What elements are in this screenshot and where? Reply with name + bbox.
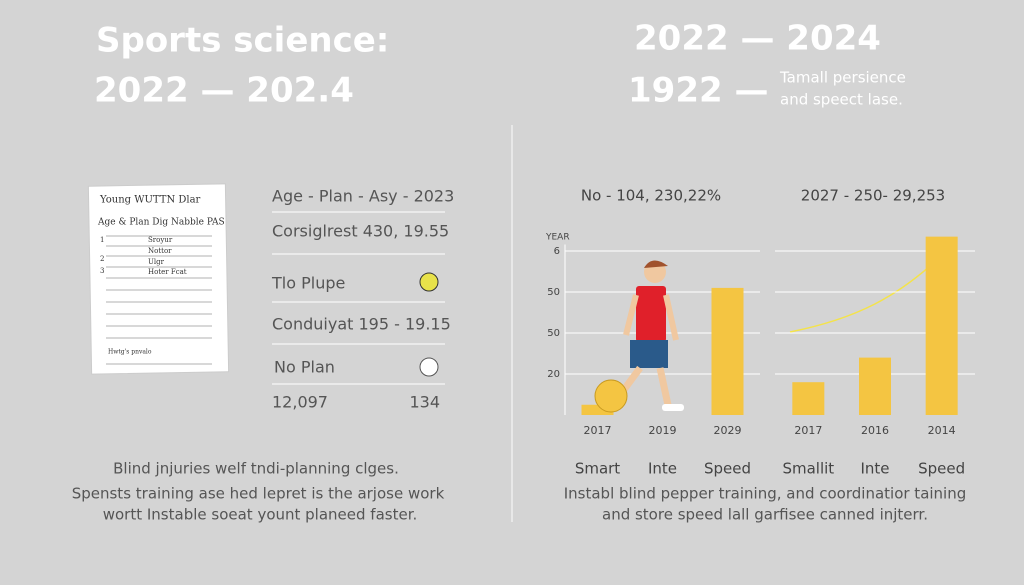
right-subtitle: 1922 — [628,71,768,111]
footer-text: wortt Instable soeat yount planeed faste… [103,506,418,524]
category-label: Inte [648,460,677,478]
ball-icon [419,357,439,377]
x-tick-label: 2019 [649,424,677,437]
note-num: 3 [100,267,104,275]
subtitle: 2022 — 202.4 [94,71,354,111]
footer-text: Spensts training ase hed lepret is the a… [72,485,445,503]
chart-title: 2027 - 250- 29,253 [801,187,945,205]
player-illustration [594,260,684,413]
right-note: and speect lase. [780,91,903,109]
category-label: Smart [575,460,620,478]
x-tick-label: 2017 [794,424,822,437]
bar [792,382,825,415]
paper [87,183,230,375]
list-item: 12,097 [272,393,328,412]
note-num: 2 [100,255,104,263]
y-axis-label: YEAR [545,233,570,243]
right-title: 2022 — 2024 [634,19,881,59]
category-label: Speed [704,460,751,478]
list-item: No Plan [274,358,335,377]
list-item: Conduiyat 195 - 19.15 [272,315,451,334]
x-tick-label: 2016 [861,424,889,437]
category-label: Inte [860,460,889,478]
y-tick-label: 50 [547,328,560,339]
list-item: Corsiglrest 430, 19.55 [272,222,449,241]
title: Sports science: [96,21,389,61]
list-item: Age - Plan - Asy - 2023 [272,187,454,206]
note-card: Young WUTTN Dlar Age & Plan Dig Nabble P… [87,183,230,375]
right-note: Tamall persience [779,69,906,87]
note-lines [106,235,212,365]
note-num: 1 [100,236,104,244]
x-tick-label: 2017 [584,424,612,437]
bar [711,287,744,415]
note-heading: Age & Plan Dig Nabble PAS [97,218,225,228]
x-tick-label: 2014 [928,424,956,437]
footer-text: Blind jnjuries welf tndi-planning clges. [113,460,399,478]
note-row: Ulgr [148,258,165,266]
note-footer: Hwtg's pnvalo [108,349,152,356]
list: Age - Plan - Asy - 2023 Corsiglrest 430,… [271,187,454,412]
y-tick-label: 20 [547,369,560,380]
x-tick-label: 2029 [714,424,742,437]
footer-text: and store speed lall garfisee canned inj… [602,506,928,524]
list-item: Tlo Plupe [271,274,345,293]
list-item: 134 [409,393,440,412]
ball-icon [419,272,439,292]
note-row: Hoter Fcat [148,268,187,276]
category-label: Smallit [782,460,834,478]
note-title: Young WUTTN Dlar [99,195,201,206]
bar [581,404,614,415]
y-tick-label: 50 [547,287,560,298]
bar [859,357,891,415]
footer-text: Instabl blind pepper training, and coord… [564,485,967,503]
bar [925,236,958,415]
y-tick-label: 6 [554,246,560,257]
chart-title: No - 104, 230,22% [581,187,721,205]
note-row: Sroyur [148,236,173,244]
category-label: Speed [918,460,965,478]
note-row: Nottor [148,247,172,255]
